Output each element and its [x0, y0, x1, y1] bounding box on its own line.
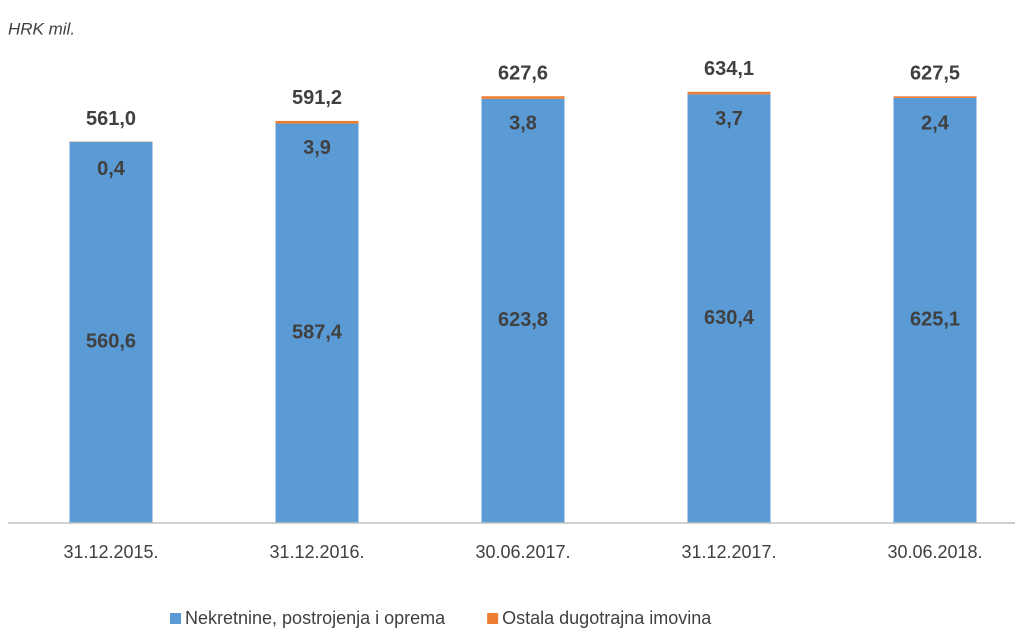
value-label: 630,4 — [704, 307, 755, 329]
value-label: 3,7 — [715, 108, 743, 130]
value-label: 3,8 — [509, 113, 537, 135]
value-label: 2,4 — [921, 113, 950, 135]
bar-segment — [893, 97, 977, 523]
value-label: 560,6 — [86, 331, 136, 353]
bar-segment — [275, 120, 359, 124]
x-tick-label: 30.06.2018. — [887, 542, 982, 562]
bar-segment — [893, 96, 977, 98]
total-label: 561,0 — [86, 108, 136, 130]
bar-segment — [481, 98, 565, 523]
value-label: 3,9 — [303, 137, 331, 159]
legend-swatch — [487, 613, 499, 624]
total-label: 591,2 — [292, 87, 342, 109]
legend-label: Ostala dugotrajna imovina — [502, 608, 712, 628]
bar-segment — [275, 123, 359, 524]
legend-label: Nekretnine, postrojenja i oprema — [185, 608, 446, 628]
total-label: 634,1 — [704, 58, 754, 80]
value-label: 623,8 — [498, 309, 548, 331]
x-tick-label: 30.06.2017. — [475, 542, 570, 562]
bar-segment — [481, 96, 565, 99]
value-label: 625,1 — [910, 309, 960, 331]
x-tick-label: 31.12.2016. — [269, 542, 364, 562]
total-label: 627,6 — [498, 63, 548, 85]
value-label: 587,4 — [292, 322, 343, 344]
unit-label: HRK mil. — [8, 19, 75, 38]
total-label: 627,5 — [910, 63, 960, 85]
x-tick-label: 31.12.2015. — [63, 542, 158, 562]
legend-swatch — [170, 613, 181, 624]
bar-segment — [687, 91, 771, 95]
bar-segment — [687, 94, 771, 523]
bar-segment — [69, 141, 153, 524]
x-tick-label: 31.12.2017. — [681, 542, 776, 562]
value-label: 0,4 — [97, 158, 126, 180]
